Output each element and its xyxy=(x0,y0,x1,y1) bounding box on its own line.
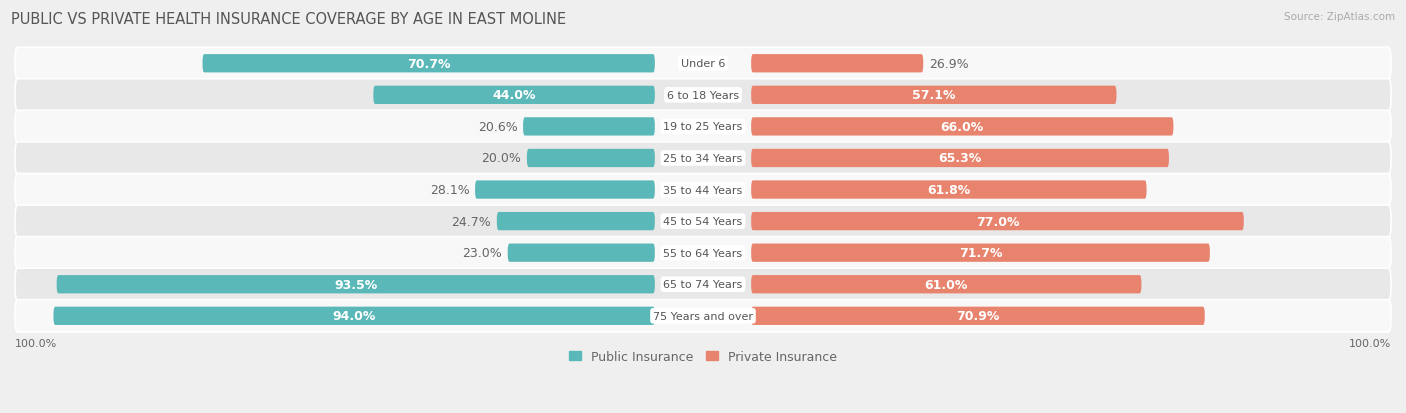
Text: 77.0%: 77.0% xyxy=(976,215,1019,228)
FancyBboxPatch shape xyxy=(475,181,655,199)
FancyBboxPatch shape xyxy=(56,275,655,294)
FancyBboxPatch shape xyxy=(15,174,1391,206)
Text: 70.9%: 70.9% xyxy=(956,310,1000,323)
FancyBboxPatch shape xyxy=(751,244,1211,262)
FancyBboxPatch shape xyxy=(751,118,1174,136)
FancyBboxPatch shape xyxy=(751,181,1146,199)
FancyBboxPatch shape xyxy=(523,118,655,136)
FancyBboxPatch shape xyxy=(374,86,655,105)
Text: 20.0%: 20.0% xyxy=(481,152,522,165)
Text: 65 to 74 Years: 65 to 74 Years xyxy=(664,280,742,290)
Text: PUBLIC VS PRIVATE HEALTH INSURANCE COVERAGE BY AGE IN EAST MOLINE: PUBLIC VS PRIVATE HEALTH INSURANCE COVER… xyxy=(11,12,567,27)
Text: 65.3%: 65.3% xyxy=(938,152,981,165)
Text: 61.8%: 61.8% xyxy=(927,184,970,197)
Legend: Public Insurance, Private Insurance: Public Insurance, Private Insurance xyxy=(564,345,842,368)
FancyBboxPatch shape xyxy=(751,307,1205,325)
FancyBboxPatch shape xyxy=(202,55,655,73)
FancyBboxPatch shape xyxy=(15,80,1391,112)
Text: 44.0%: 44.0% xyxy=(492,89,536,102)
Text: 66.0%: 66.0% xyxy=(941,121,984,133)
FancyBboxPatch shape xyxy=(751,212,1244,231)
Text: 45 to 54 Years: 45 to 54 Years xyxy=(664,216,742,227)
Text: 28.1%: 28.1% xyxy=(430,184,470,197)
Text: Source: ZipAtlas.com: Source: ZipAtlas.com xyxy=(1284,12,1395,22)
FancyBboxPatch shape xyxy=(751,150,1168,168)
Text: 55 to 64 Years: 55 to 64 Years xyxy=(664,248,742,258)
Text: 24.7%: 24.7% xyxy=(451,215,491,228)
Text: 93.5%: 93.5% xyxy=(335,278,377,291)
Text: 25 to 34 Years: 25 to 34 Years xyxy=(664,154,742,164)
FancyBboxPatch shape xyxy=(751,55,924,73)
Text: 6 to 18 Years: 6 to 18 Years xyxy=(666,90,740,101)
Text: 19 to 25 Years: 19 to 25 Years xyxy=(664,122,742,132)
FancyBboxPatch shape xyxy=(496,212,655,231)
Text: 94.0%: 94.0% xyxy=(332,310,375,323)
FancyBboxPatch shape xyxy=(751,275,1142,294)
FancyBboxPatch shape xyxy=(15,48,1391,80)
FancyBboxPatch shape xyxy=(15,237,1391,269)
Text: 20.6%: 20.6% xyxy=(478,121,517,133)
FancyBboxPatch shape xyxy=(53,307,655,325)
Text: 35 to 44 Years: 35 to 44 Years xyxy=(664,185,742,195)
Text: 57.1%: 57.1% xyxy=(912,89,956,102)
Text: 26.9%: 26.9% xyxy=(929,58,969,71)
Text: Under 6: Under 6 xyxy=(681,59,725,69)
FancyBboxPatch shape xyxy=(15,206,1391,237)
Text: 70.7%: 70.7% xyxy=(406,58,450,71)
Text: 100.0%: 100.0% xyxy=(1348,338,1391,348)
FancyBboxPatch shape xyxy=(751,86,1116,105)
Text: 100.0%: 100.0% xyxy=(15,338,58,348)
FancyBboxPatch shape xyxy=(527,150,655,168)
FancyBboxPatch shape xyxy=(15,111,1391,143)
FancyBboxPatch shape xyxy=(508,244,655,262)
FancyBboxPatch shape xyxy=(15,268,1391,301)
Text: 61.0%: 61.0% xyxy=(925,278,967,291)
Text: 71.7%: 71.7% xyxy=(959,247,1002,259)
FancyBboxPatch shape xyxy=(15,300,1391,332)
Text: 23.0%: 23.0% xyxy=(463,247,502,259)
FancyBboxPatch shape xyxy=(15,142,1391,175)
Text: 75 Years and over: 75 Years and over xyxy=(652,311,754,321)
